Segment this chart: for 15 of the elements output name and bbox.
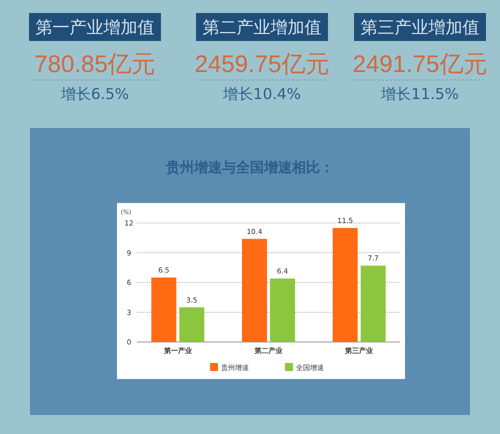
bar [242, 238, 267, 342]
bar [332, 228, 358, 342]
bar [270, 278, 295, 342]
text: 2459.75亿元 [194, 51, 330, 78]
text: 增长11.5% [380, 85, 459, 103]
bar [179, 307, 204, 342]
text: 第二产业增加值 [202, 18, 322, 38]
text: 780.85亿元 [34, 51, 156, 78]
text: 第一产业增加值 [36, 18, 154, 38]
text: 增长10.4% [222, 85, 301, 103]
text: 增长6.5% [60, 85, 130, 103]
bar [360, 266, 386, 342]
bar [151, 278, 176, 342]
text: 第三产业增加值 [360, 18, 480, 38]
text: 2491.75亿元 [352, 51, 488, 78]
